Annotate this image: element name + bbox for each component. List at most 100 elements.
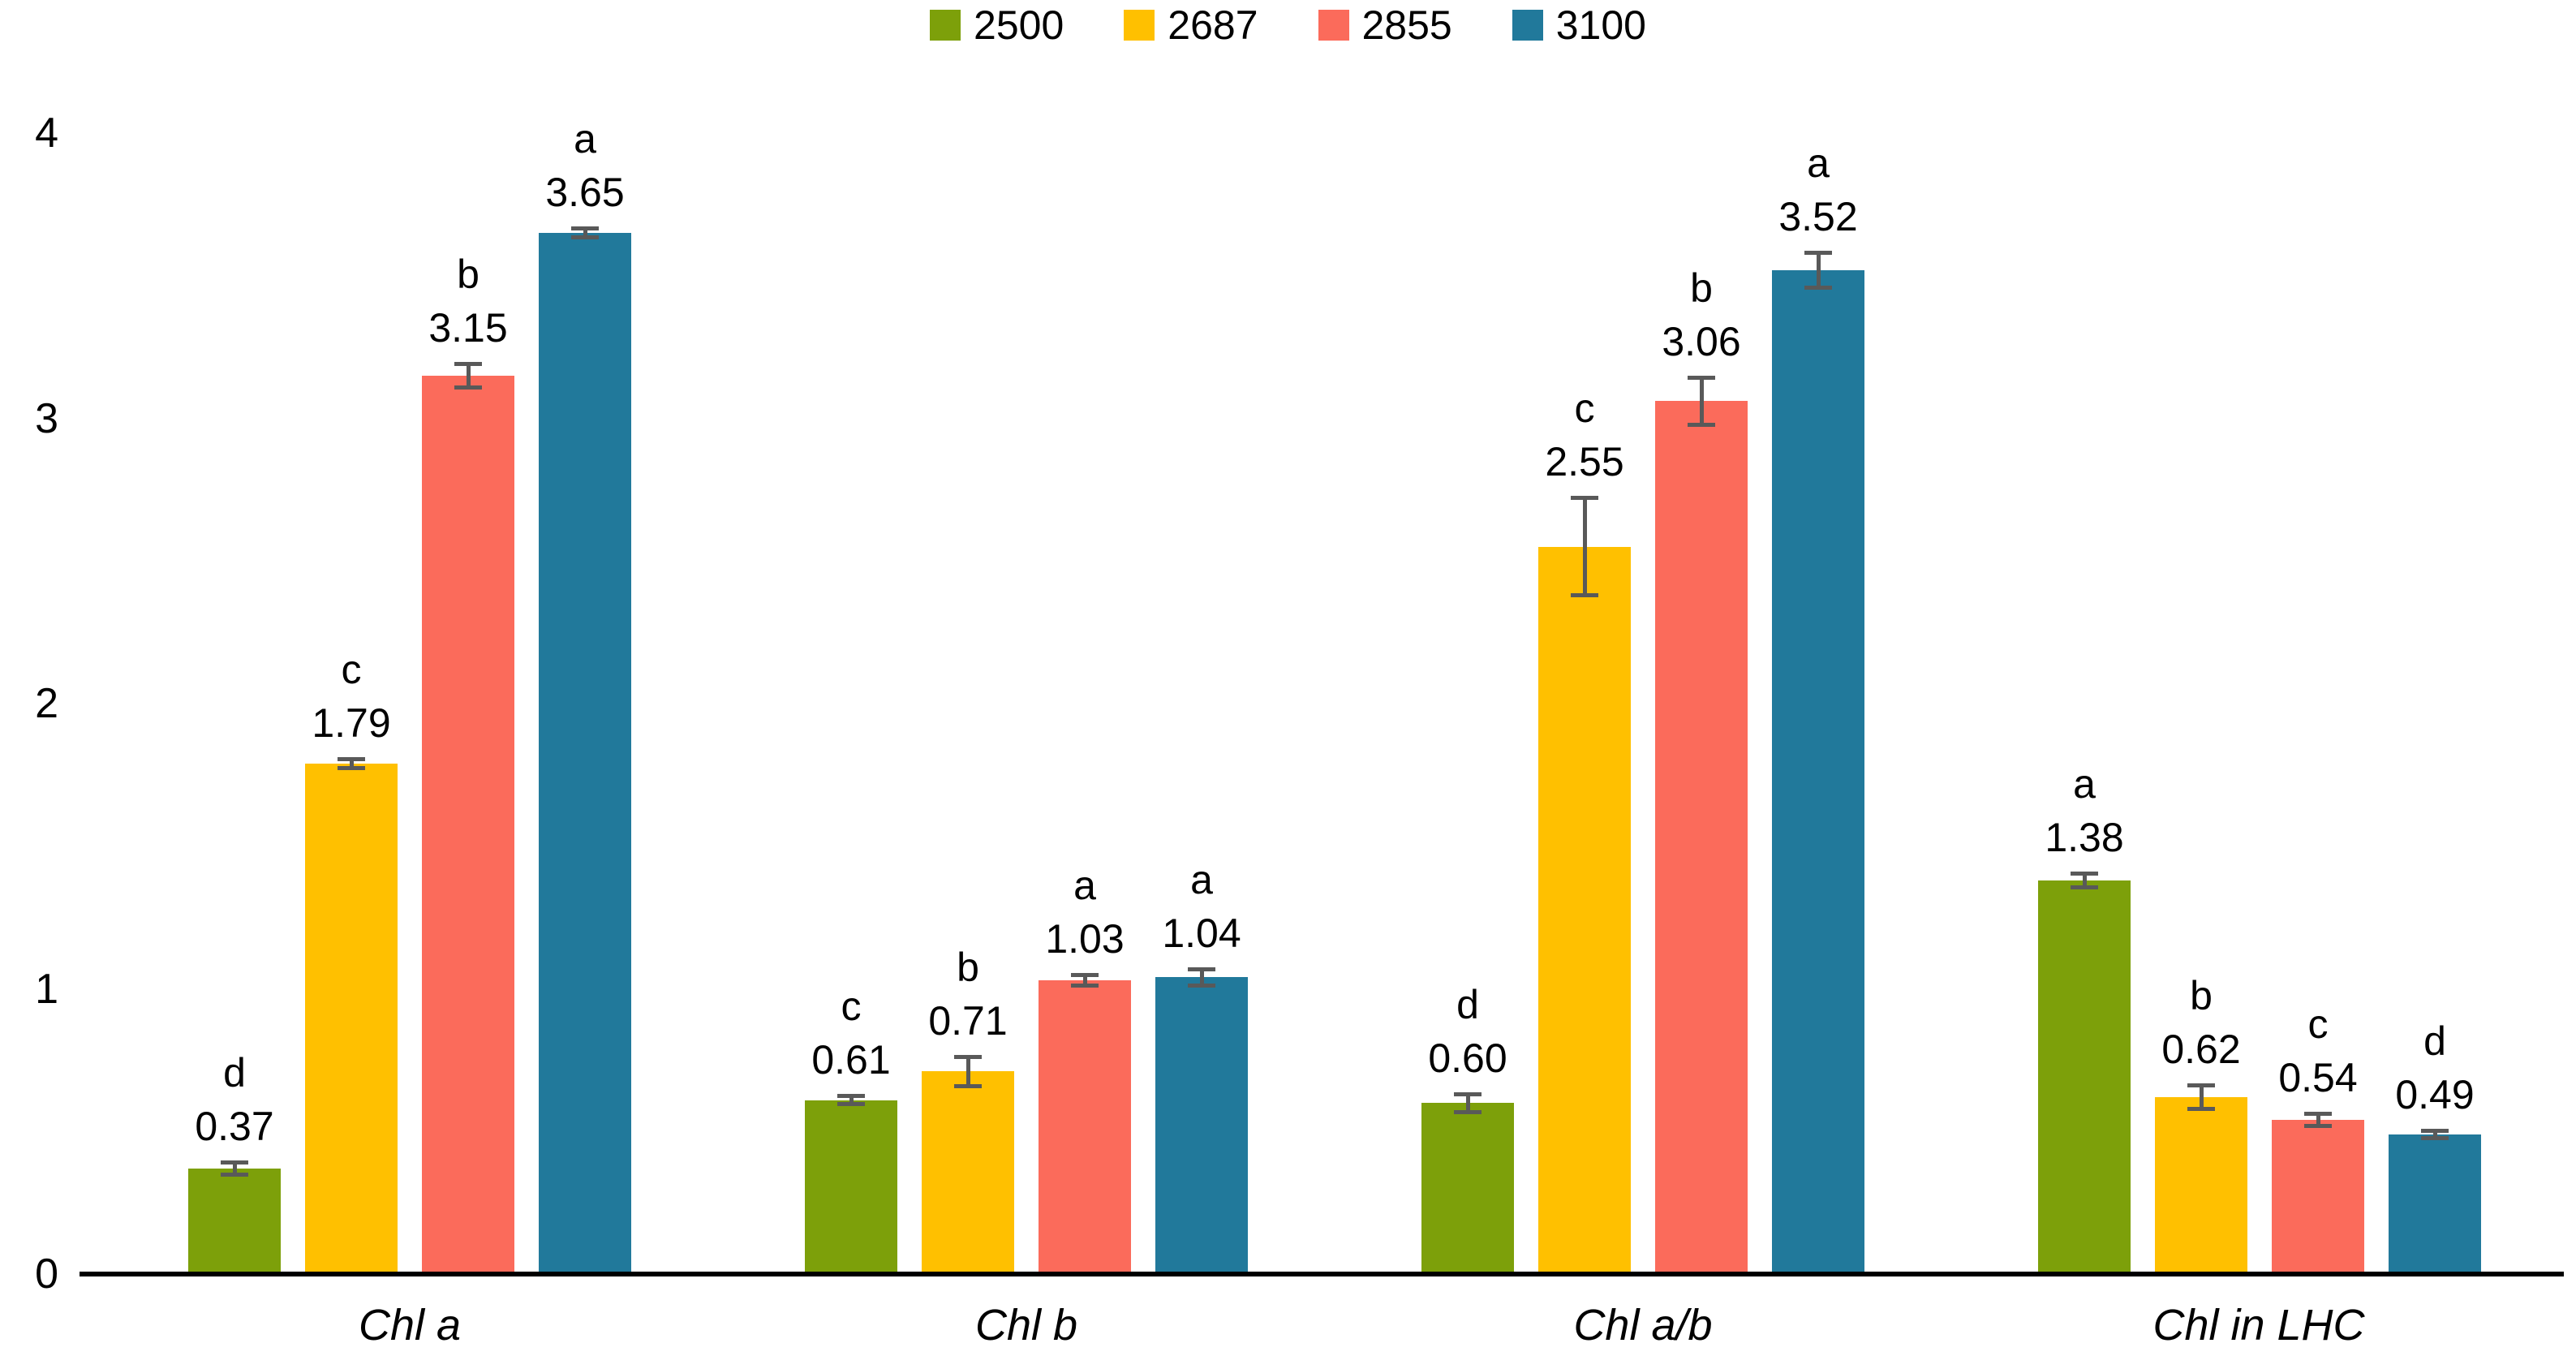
bar-value-label: 3.06 [1662,319,1741,365]
legend: 2500 2687 2855 3100 [0,5,2576,45]
legend-label: 2500 [974,2,1064,48]
x-category-label: Chl a [358,1301,462,1350]
error-bar-cap-bottom [837,1101,865,1106]
error-bar-cap-top [338,756,365,761]
bar-2855-chl-in-lhc [2272,1120,2364,1274]
bar-2855-chl-a-b [1655,401,1748,1274]
bar-2500-chl-a-b [1421,1103,1514,1274]
error-bar [965,1057,970,1086]
error-bar [1816,252,1821,287]
bar-value-label: 1.38 [2045,814,2124,860]
significance-letter: a [2073,760,2096,807]
bar-3100-chl-a [539,233,631,1274]
bar-2855-chl-b [1039,979,1131,1274]
error-bar-cap-bottom [2304,1124,2332,1129]
significance-letter: c [341,646,362,692]
bar-value-label: 3.15 [428,304,508,351]
legend-label: 2687 [1168,2,1258,48]
bar-2855-chl-a [422,375,514,1274]
bar-value-label: 3.65 [545,170,625,216]
legend-swatch-3100 [1512,10,1543,41]
significance-letter: d [223,1049,246,1096]
error-bar [232,1162,237,1174]
error-bar [349,759,354,768]
bar-value-label: 1.79 [312,700,391,746]
y-tick-label: 2 [35,680,58,727]
error-bar-cap-bottom [221,1172,248,1177]
bar-value-label: 0.49 [2395,1071,2475,1117]
error-bar [2432,1130,2437,1138]
error-bar-cap-bottom [571,235,599,239]
legend-item-2687: 2687 [1124,5,1258,45]
error-bar [2316,1114,2320,1126]
x-category-label: Chl b [974,1301,1078,1350]
error-bar [849,1096,854,1104]
error-bar [1699,378,1704,424]
error-bar-cap-top [1454,1091,1482,1096]
bar-value-label: 1.04 [1162,910,1241,956]
bar-value-label: 0.71 [928,997,1008,1044]
bar-2687-chl-b [922,1071,1014,1274]
error-bar-cap-bottom [954,1084,982,1088]
bar-3100-chl-in-lhc [2389,1134,2481,1274]
error-bar-cap-bottom [1188,984,1215,988]
bar-value-label: 2.55 [1545,438,1624,484]
error-bar-cap-bottom [1454,1109,1482,1114]
error-bar-cap-top [1804,250,1832,255]
error-bar [1082,975,1087,986]
legend-label: 3100 [1555,2,1646,48]
bar-2500-chl-in-lhc [2038,880,2131,1274]
bar-value-label: 0.37 [195,1103,274,1149]
bar-3100-chl-a-b [1772,269,1864,1274]
significance-letter: a [1807,140,1830,186]
error-bar-cap-bottom [454,385,482,390]
error-bar-cap-bottom [2187,1107,2215,1112]
error-bar-cap-top [2421,1128,2449,1133]
error-bar-cap-top [221,1160,248,1165]
bar-value-label: 0.61 [811,1037,891,1083]
error-bar [2199,1086,2204,1109]
y-tick-label: 0 [35,1251,58,1298]
x-category-label: Chl a/b [1573,1301,1713,1350]
error-bar-cap-top [2187,1083,2215,1087]
significance-letter: b [957,944,979,990]
error-bar-cap-bottom [1688,422,1715,427]
error-bar [1582,497,1587,596]
error-bar-cap-bottom [338,765,365,770]
error-bar-cap-top [1188,966,1215,971]
error-bar-cap-top [454,361,482,366]
significance-letter: c [2307,1001,2329,1048]
significance-letter: d [1456,981,1479,1027]
bar-2687-chl-a [305,763,398,1274]
error-bar [1199,969,1204,986]
significance-letter: d [2423,1018,2446,1064]
bar-value-label: 3.52 [1778,193,1858,239]
error-bar-cap-top [2304,1112,2332,1117]
bar-value-label: 0.54 [2278,1055,2358,1101]
error-bar [583,229,587,237]
error-bar-cap-bottom [2071,885,2098,889]
bar-value-label: 1.03 [1045,915,1125,962]
bar-3100-chl-b [1155,977,1248,1274]
legend-item-2500: 2500 [930,5,1064,45]
legend-item-2855: 2855 [1318,5,1452,45]
error-bar-cap-top [571,226,599,231]
error-bar-cap-top [1071,972,1099,977]
significance-letter: c [1574,385,1595,431]
significance-letter: b [2190,973,2213,1018]
error-bar [1465,1094,1470,1112]
bar-2500-chl-a [188,1168,281,1274]
y-tick-label: 1 [35,966,58,1013]
legend-swatch-2687 [1124,10,1155,41]
error-bar-cap-top [1688,376,1715,381]
x-category-label: Chl in LHC [2152,1301,2365,1350]
error-bar-cap-top [1571,495,1598,500]
error-bar-cap-top [837,1094,865,1099]
error-bar-cap-bottom [1071,984,1099,988]
error-bar-cap-top [954,1054,982,1059]
error-bar [466,364,471,387]
significance-letter: c [841,984,862,1030]
error-bar-cap-bottom [2421,1135,2449,1140]
bar-2687-chl-in-lhc [2155,1097,2247,1274]
